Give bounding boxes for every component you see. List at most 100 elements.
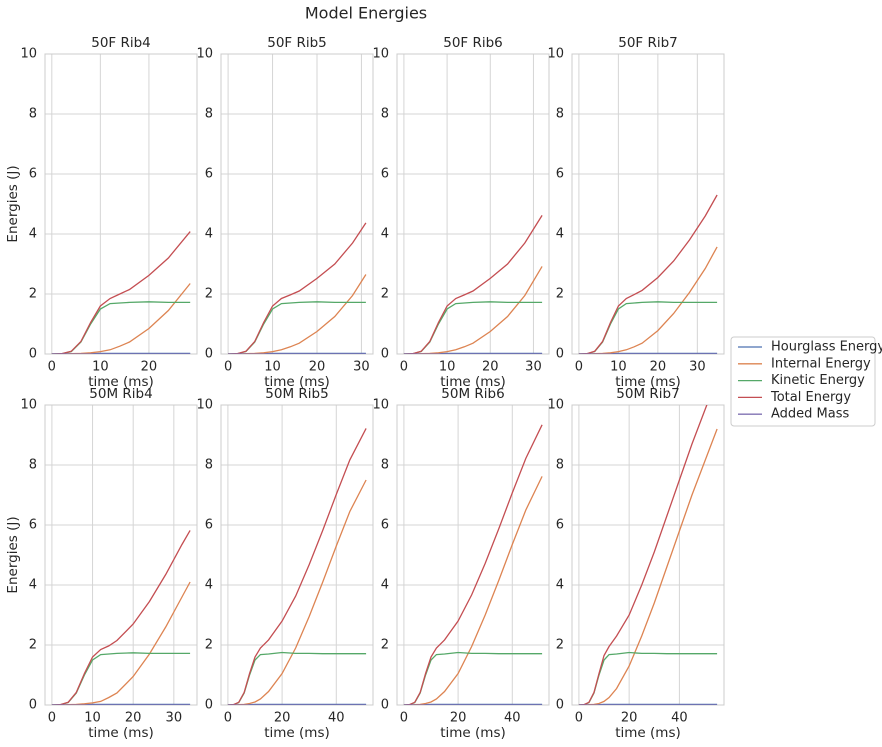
x-tick-label: 10 (439, 360, 456, 375)
y-tick-label: 10 (372, 398, 389, 413)
y-tick-label: 8 (29, 107, 37, 122)
y-tick-label: 10 (547, 398, 564, 413)
y-tick-label: 2 (556, 638, 564, 653)
y-tick-label: 8 (556, 107, 564, 122)
y-tick-label: 8 (205, 458, 213, 473)
x-tick-label: 30 (525, 360, 542, 375)
x-axis-label: time (ms) (264, 725, 330, 741)
x-tick-label: 0 (48, 711, 56, 726)
series-line (578, 194, 718, 354)
y-tick-label: 0 (205, 347, 213, 362)
x-axis-label: time (ms) (88, 374, 154, 390)
y-tick-label: 6 (205, 518, 213, 533)
y-tick-label: 10 (196, 47, 213, 62)
y-tick-label: 2 (29, 638, 37, 653)
y-tick-label: 10 (547, 47, 564, 62)
plot-area (397, 54, 549, 354)
x-tick-label: 40 (504, 711, 521, 726)
y-tick-label: 0 (29, 698, 37, 713)
x-tick-label: 0 (575, 360, 583, 375)
x-tick-label: 30 (689, 360, 706, 375)
subplot-title: 50F Rib7 (618, 35, 678, 51)
plot-area (397, 405, 549, 705)
x-tick-label: 0 (48, 360, 56, 375)
subplot-title: 50M Rib4 (89, 386, 152, 402)
series-line (51, 231, 191, 354)
plot-area (221, 405, 373, 705)
y-tick-label: 6 (556, 167, 564, 182)
y-tick-label: 4 (29, 227, 37, 242)
y-tick-label: 8 (381, 107, 389, 122)
x-tick-label: 10 (610, 360, 627, 375)
subplot-title: 50F Rib6 (443, 35, 503, 51)
y-tick-label: 2 (381, 287, 389, 302)
x-tick-label: 20 (141, 360, 158, 375)
x-tick-label: 20 (125, 711, 142, 726)
legend-label: Internal Energy (771, 356, 871, 371)
series-line (227, 428, 367, 705)
x-tick-label: 20 (450, 711, 467, 726)
x-axis-label: time (ms) (615, 725, 681, 741)
y-tick-label: 10 (20, 47, 37, 62)
y-tick-label: 2 (205, 287, 213, 302)
y-tick-label: 6 (29, 167, 37, 182)
x-tick-label: 0 (400, 360, 408, 375)
x-tick-label: 10 (264, 360, 281, 375)
subplot-title: 50F Rib5 (267, 35, 327, 51)
x-axis-label: time (ms) (440, 725, 506, 741)
y-tick-label: 10 (20, 398, 37, 413)
plot-area (221, 54, 373, 354)
y-tick-label: 2 (205, 638, 213, 653)
series-line (403, 215, 543, 354)
y-tick-label: 0 (556, 347, 564, 362)
y-tick-label: 4 (381, 227, 389, 242)
y-tick-label: 10 (196, 398, 213, 413)
y-tick-label: 0 (556, 698, 564, 713)
x-axis-label: time (ms) (88, 725, 154, 741)
legend-label: Kinetic Energy (771, 373, 865, 388)
y-tick-label: 6 (556, 518, 564, 533)
x-tick-label: 40 (328, 711, 345, 726)
subplot: 0 2 4 6 8 10 0 10 20 50F Rib4 time (ms) Energies (J… (5, 35, 198, 390)
y-tick-label: 4 (29, 578, 37, 593)
y-tick-label: 0 (205, 698, 213, 713)
y-tick-label: 6 (381, 518, 389, 533)
plot-area (572, 54, 724, 354)
y-tick-label: 8 (556, 458, 564, 473)
y-tick-label: 4 (381, 578, 389, 593)
y-tick-label: 4 (556, 227, 564, 242)
y-tick-label: 0 (29, 347, 37, 362)
x-tick-label: 0 (575, 711, 583, 726)
x-tick-label: 20 (482, 360, 499, 375)
y-axis-label: Energies (J) (5, 165, 21, 242)
subplot-title: 50M Rib6 (441, 386, 504, 402)
x-tick-label: 0 (400, 711, 408, 726)
figure-title: Model Energies (305, 4, 427, 23)
x-tick-label: 20 (621, 711, 638, 726)
y-tick-label: 4 (556, 578, 564, 593)
x-tick-label: 10 (84, 711, 101, 726)
x-axis-label: time (ms) (264, 374, 330, 390)
x-tick-label: 30 (166, 711, 183, 726)
subplot-title: 50M Rib5 (265, 386, 328, 402)
subplot: 0 2 4 6 8 10 0 20 40 50M Rib5 time (ms) (196, 386, 374, 741)
x-axis-label: time (ms) (440, 374, 506, 390)
x-tick-label: 10 (92, 360, 109, 375)
subplot-title: 50F Rib4 (91, 35, 151, 51)
legend-label: Added Mass (771, 407, 850, 422)
plot-area (45, 54, 197, 354)
y-tick-label: 2 (556, 287, 564, 302)
x-tick-label: 0 (224, 360, 232, 375)
x-axis-label: time (ms) (615, 374, 681, 390)
x-tick-label: 30 (353, 360, 370, 375)
series-line (403, 424, 543, 705)
series-line (228, 222, 367, 354)
subplot: 0 2 4 6 8 10 0 10 20 30 50F Rib5 time (ms) (196, 35, 374, 390)
subplot: 0 2 4 6 8 10 0 10 20 30 50M Rib4 time (ms) Energies … (5, 386, 198, 741)
x-tick-label: 40 (671, 711, 688, 726)
x-tick-label: 20 (274, 711, 291, 726)
x-tick-label: 0 (224, 711, 232, 726)
legend-label: Hourglass Energy (771, 340, 882, 355)
